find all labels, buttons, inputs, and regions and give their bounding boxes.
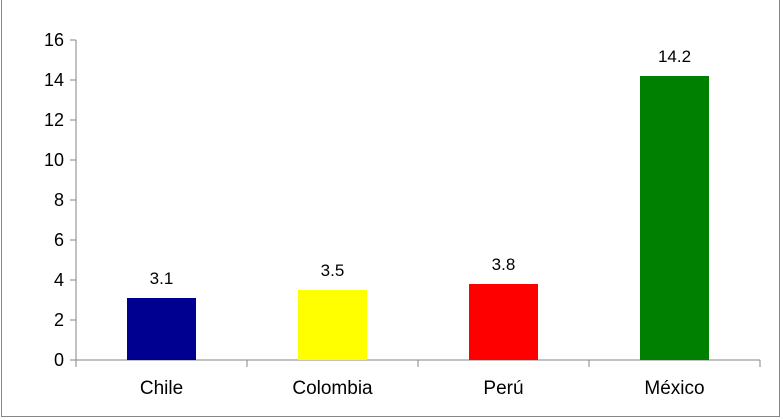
y-tick-label: 6 (54, 230, 64, 250)
y-tick-label: 16 (44, 30, 64, 50)
y-tick-label: 12 (44, 110, 64, 130)
data-label: 3.5 (321, 261, 345, 280)
bars (127, 76, 709, 360)
y-tick-label: 4 (54, 270, 64, 290)
data-label: 3.8 (492, 255, 516, 274)
y-axis: 0 2 4 6 8 10 12 14 16 (44, 30, 77, 370)
bar-colombia (298, 290, 367, 360)
x-category-label: Chile (140, 378, 183, 399)
y-tick-label: 14 (44, 70, 64, 90)
y-tick-label: 10 (44, 150, 64, 170)
data-label: 3.1 (150, 269, 174, 288)
data-labels: 3.1 3.5 3.8 14.2 (150, 47, 691, 288)
bar-perú (469, 284, 538, 360)
data-label: 14.2 (658, 47, 691, 66)
bar-méxico (640, 76, 709, 360)
x-category-label: Perú (483, 378, 523, 399)
bar-chile (127, 298, 196, 360)
y-tick-label: 8 (54, 190, 64, 210)
y-tick-label: 0 (54, 350, 64, 370)
x-category-label: México (644, 378, 704, 399)
y-tick-label: 2 (54, 310, 64, 330)
x-category-label: Colombia (292, 378, 373, 399)
x-axis: Chile Colombia Perú México (75, 359, 761, 399)
